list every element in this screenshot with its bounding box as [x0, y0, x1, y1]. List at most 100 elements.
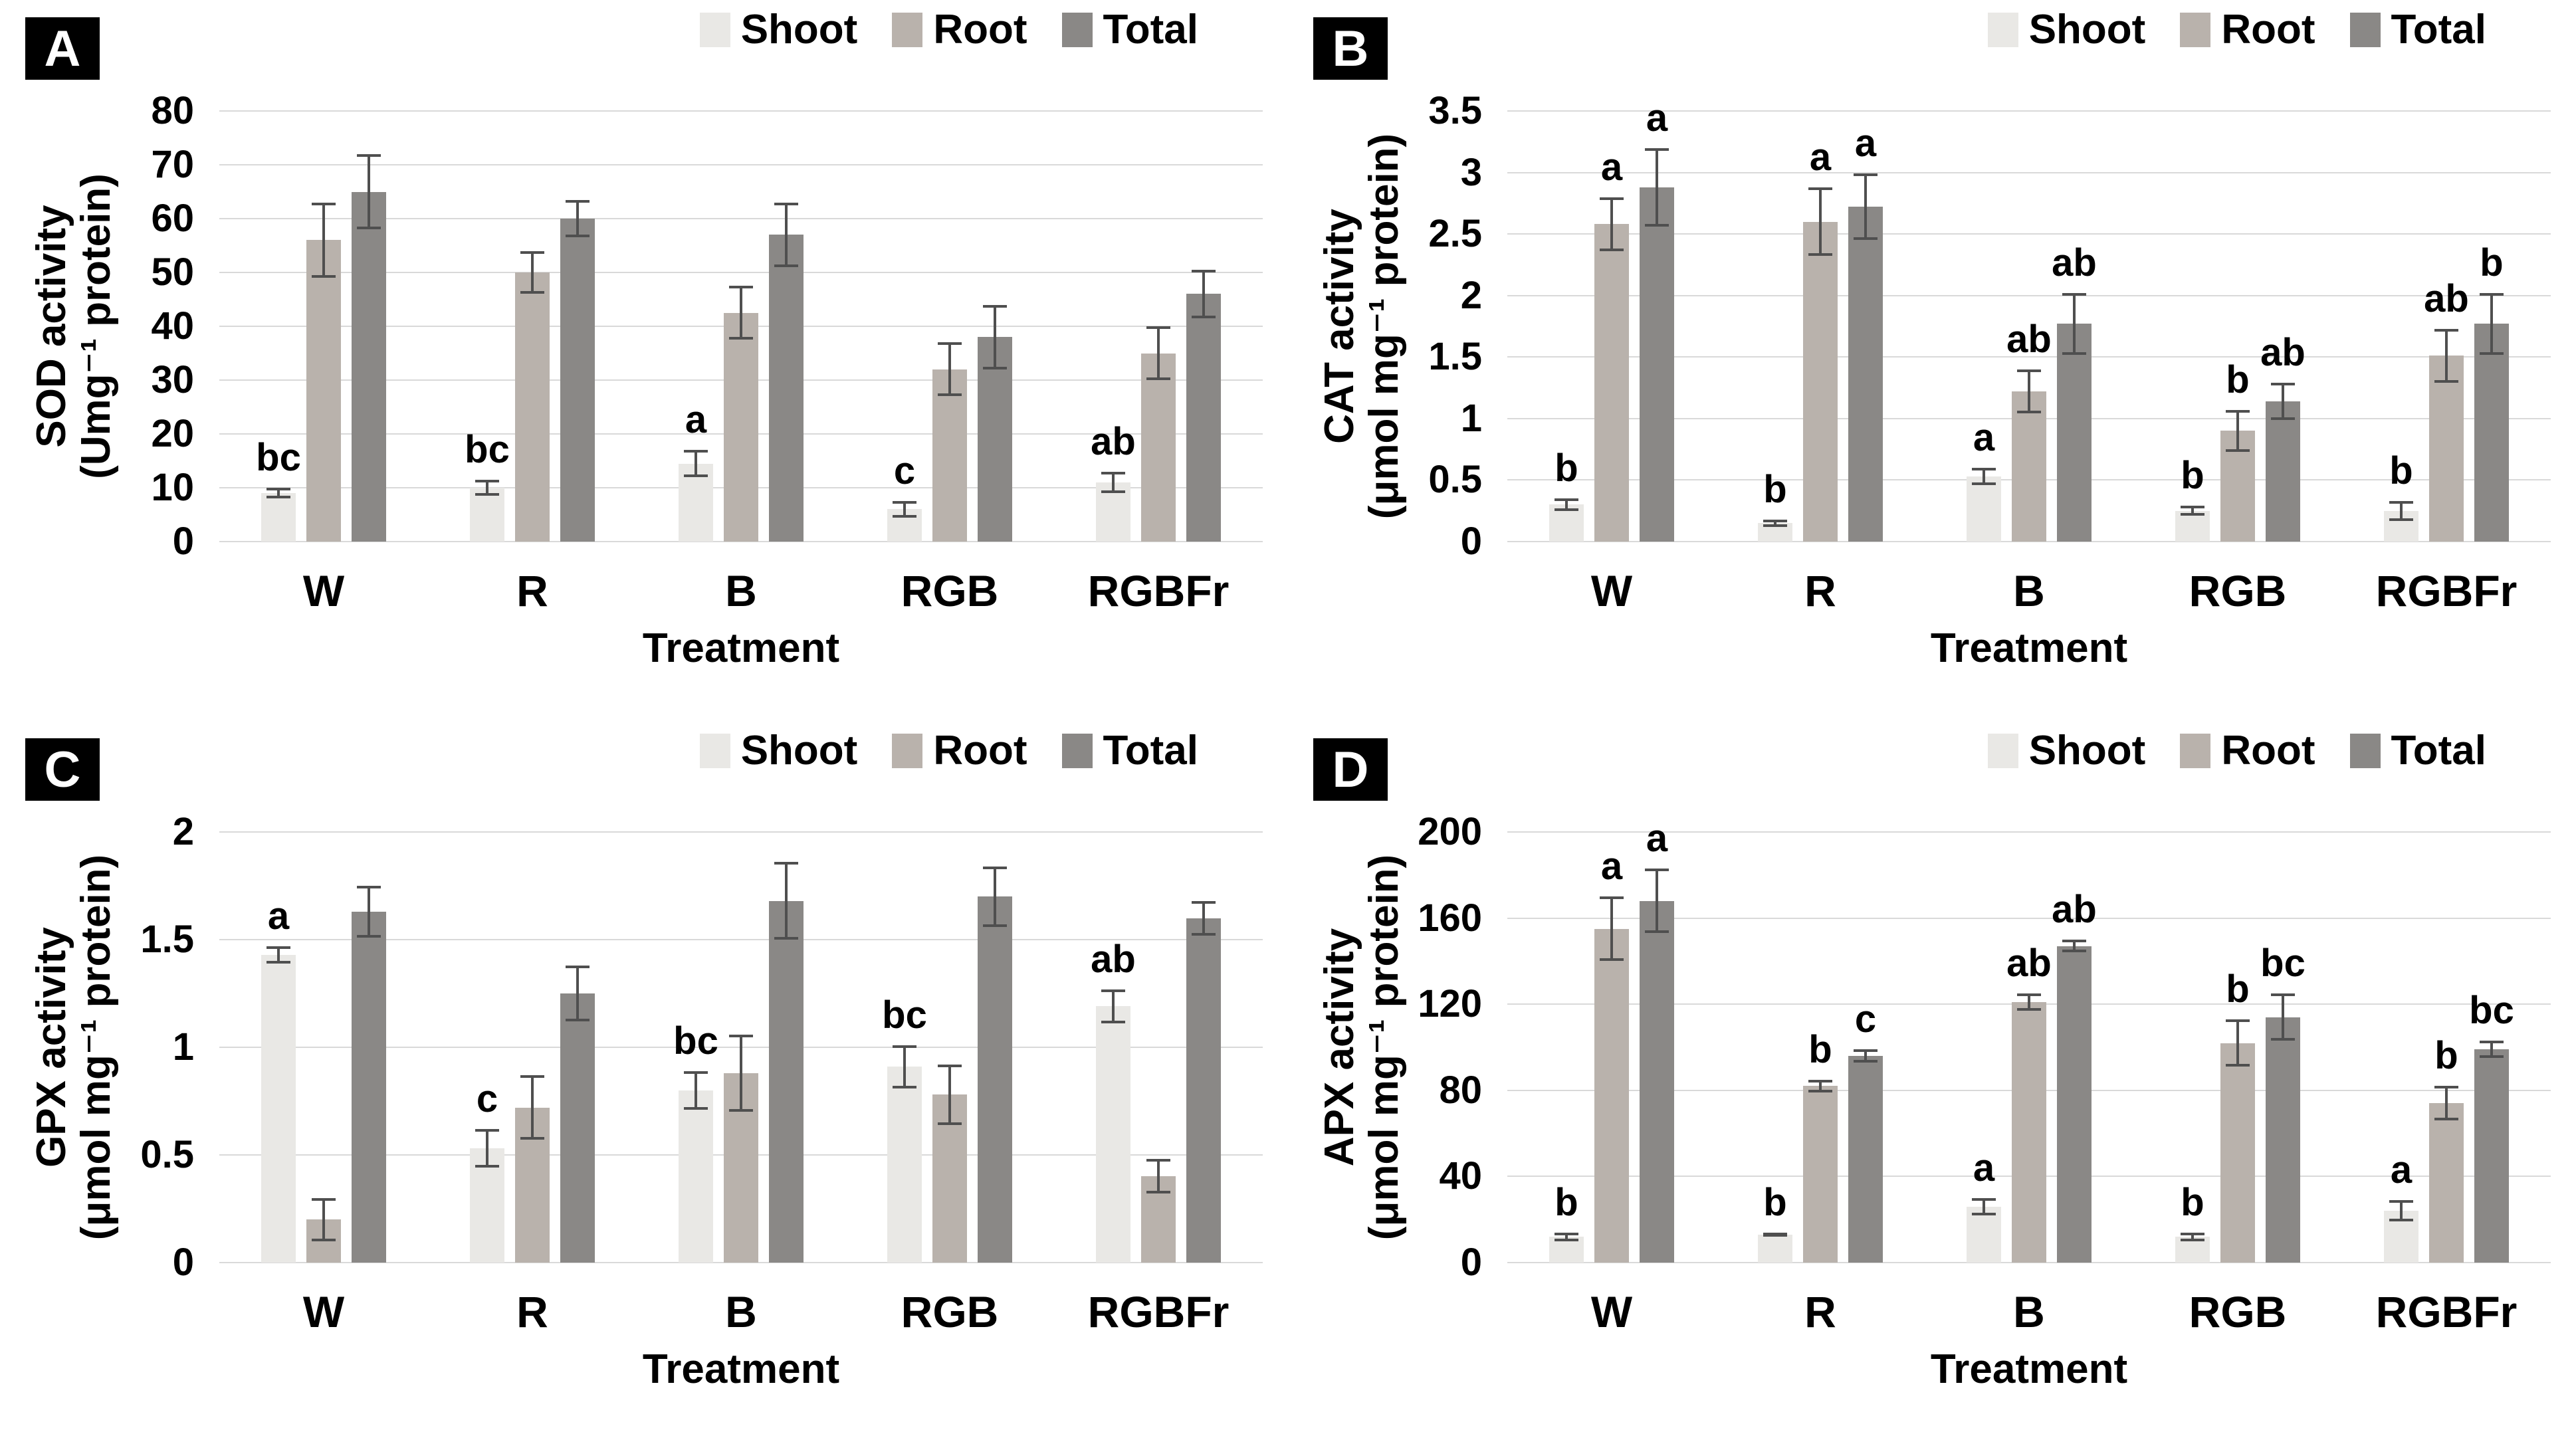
- y-tick-label: 80: [1439, 1068, 1482, 1112]
- gridline: [219, 939, 1263, 940]
- error-bar: [1656, 869, 1658, 934]
- error-bar: [948, 342, 951, 397]
- error-bar: [903, 501, 906, 518]
- error-bar-cap-bottom: [684, 474, 708, 477]
- legend-item-total: Total: [2349, 730, 2486, 772]
- bar-slot: ab: [1091, 832, 1136, 1263]
- error-bar: [277, 488, 280, 499]
- significance-letter: bc: [673, 1019, 718, 1063]
- error-bar-cap-top: [1555, 498, 1578, 502]
- error-bar-cap-bottom: [2389, 1219, 2413, 1222]
- y-tick-label: 3.5: [1428, 89, 1482, 132]
- significance-letter: b: [2389, 449, 2413, 492]
- bar-slot: ab: [2006, 111, 2052, 542]
- bar-slot: ab: [2052, 832, 2097, 1263]
- bar-slot: b: [2384, 111, 2418, 542]
- error-bar: [1610, 197, 1613, 252]
- error-bar-cap-top: [1192, 900, 1216, 904]
- error-bar-cap-bottom: [1555, 508, 1578, 511]
- bar-root-r: [1803, 1086, 1838, 1263]
- bar-group-r: bc: [465, 111, 595, 542]
- bar-slot: [978, 832, 1012, 1263]
- error-bar-cap-top: [520, 1075, 544, 1079]
- bar-slot: a: [1967, 111, 2001, 542]
- error-bar-cap-top: [1763, 1232, 1787, 1235]
- bar-shoot-b: [1967, 476, 2001, 542]
- error-bar-cap-top: [267, 946, 290, 949]
- error-bar-cap-bottom: [1854, 1059, 1878, 1063]
- error-bar: [322, 1197, 325, 1241]
- bar-slot: a: [1640, 98, 1674, 542]
- legend-label-shoot: Shoot: [740, 728, 858, 773]
- error-bar-cap-bottom: [1600, 958, 1624, 962]
- error-bar-cap-top: [2062, 293, 2086, 296]
- significance-letter: ab: [1091, 937, 1136, 981]
- significance-letter: a: [1809, 135, 1832, 179]
- error-bar-cap-bottom: [983, 924, 1007, 927]
- error-bar-cap-top: [1808, 1079, 1832, 1082]
- bar-shoot-w: [261, 493, 296, 542]
- bar-slot: ab: [1091, 111, 1136, 542]
- shoot-swatch-icon: [1987, 734, 2018, 768]
- error-bar: [486, 479, 488, 496]
- panel-b: B Shoot Root Total CAT activity (μmol mg…: [1288, 0, 2576, 721]
- bar-slot: a: [2384, 832, 2418, 1263]
- bar-total-r: [1848, 207, 1883, 542]
- x-axis-title: Treatment: [1930, 625, 2128, 671]
- error-bar: [576, 965, 579, 1022]
- root-swatch-icon: [892, 13, 923, 47]
- legend-label-root: Root: [933, 728, 1027, 773]
- y-axis-ticks: 0 0.5 1 1.5 2 2.5 3 3.5: [1288, 92, 1482, 561]
- error-bar-cap-bottom: [2062, 950, 2086, 953]
- x-tick-label-b: B: [2013, 1287, 2045, 1336]
- bar-slot: [515, 832, 550, 1263]
- error-bar-cap-top: [2062, 940, 2086, 942]
- error-bar-cap-top: [1146, 326, 1170, 329]
- error-bar-cap-top: [475, 479, 499, 482]
- error-bar: [576, 199, 579, 238]
- bar-slot: bc: [2469, 832, 2514, 1263]
- bar-root-rgbfr: [1141, 353, 1176, 542]
- root-swatch-icon: [2180, 734, 2211, 768]
- significance-letter: ab: [2006, 317, 2052, 361]
- significance-letter: ab: [2006, 942, 2052, 985]
- legend-item-shoot: Shoot: [1987, 730, 2145, 772]
- error-bar-cap-top: [2181, 1232, 2204, 1235]
- gridline: [219, 110, 1263, 112]
- y-tick-label: 1.5: [1428, 335, 1482, 379]
- error-bar-cap-bottom: [475, 1165, 499, 1168]
- bar-slot: bc: [882, 832, 927, 1263]
- y-tick-label: 2: [1460, 273, 1482, 317]
- error-bar-cap-top: [2271, 993, 2295, 996]
- x-tick-label-rgb: RGB: [901, 566, 999, 615]
- bar-slot: [978, 111, 1012, 542]
- bar-group-b: a ab ab: [1967, 832, 2097, 1263]
- error-bar-cap-bottom: [2434, 380, 2458, 383]
- bar-shoot-b: [679, 1090, 713, 1263]
- error-bar-cap-top: [1972, 467, 1996, 470]
- error-bar: [948, 1064, 951, 1125]
- total-swatch-icon: [1061, 13, 1093, 47]
- error-bar-cap-top: [684, 450, 708, 453]
- significance-letter: a: [1600, 845, 1623, 888]
- significance-letter: a: [1646, 96, 1668, 140]
- bar-total-w: [1640, 900, 1674, 1263]
- error-bar-cap-top: [938, 342, 962, 346]
- error-bar-cap-bottom: [2181, 513, 2204, 516]
- significance-letter: bc: [2469, 989, 2514, 1033]
- error-bar-cap-top: [983, 866, 1007, 869]
- bar-slot: bc: [673, 832, 718, 1263]
- gridline: [219, 218, 1263, 219]
- error-bar-cap-bottom: [1645, 224, 1669, 227]
- error-bar-cap-top: [357, 154, 381, 157]
- bar-slot: [1186, 832, 1221, 1263]
- significance-letter: a: [1973, 1146, 1995, 1189]
- error-bar-cap-top: [1101, 471, 1125, 474]
- bar-total-b: [2057, 324, 2092, 542]
- error-bar-cap-top: [1972, 1197, 1996, 1201]
- legend-item-root: Root: [2180, 9, 2315, 51]
- error-bar: [2073, 940, 2076, 953]
- significance-letter: bc: [2260, 942, 2306, 985]
